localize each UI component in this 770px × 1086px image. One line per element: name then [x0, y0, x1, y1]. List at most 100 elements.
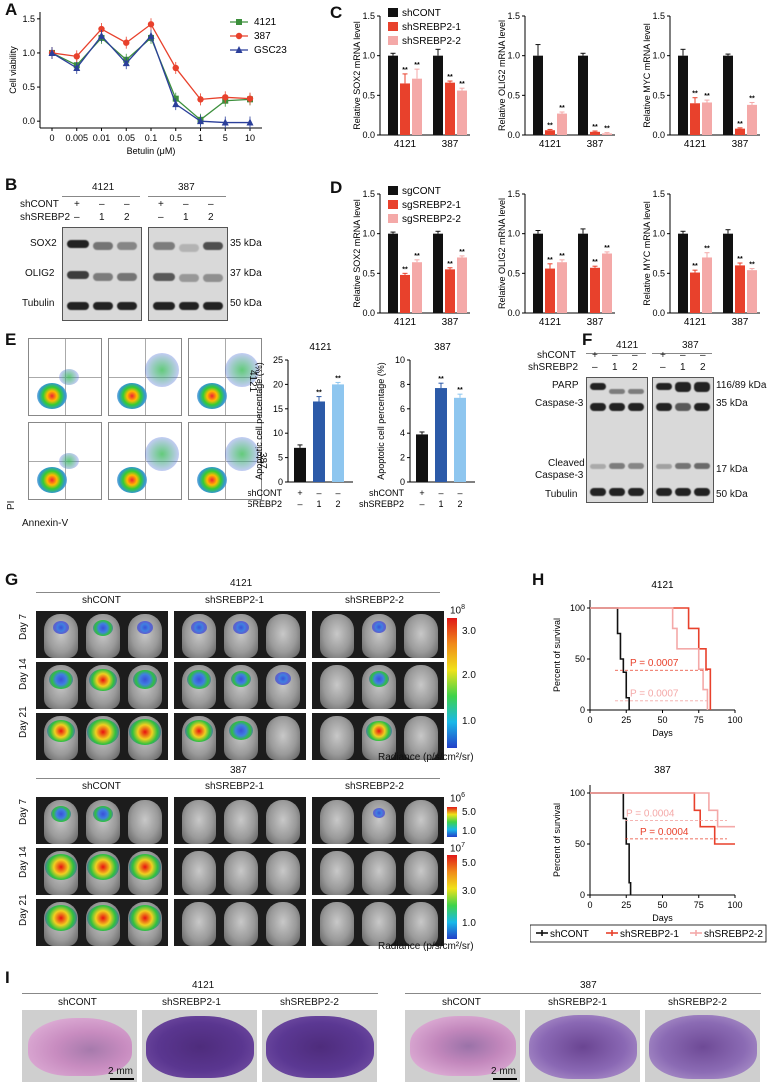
bar-xtick: 387 [587, 317, 604, 328]
g-top-shsrebp2-2: shSREBP2-2 [345, 595, 404, 606]
bar-ytick: 0.0 [652, 130, 665, 140]
lane-b1-minus: – [74, 212, 80, 223]
g-bot-day21: Day 21 [18, 894, 29, 926]
e-bar [416, 434, 428, 482]
imaging-panel [36, 662, 168, 709]
h-xtick: 75 [694, 715, 704, 725]
mouse [404, 800, 438, 844]
h-xtick: 100 [727, 900, 742, 910]
e-bar [294, 447, 306, 482]
a-ytick: 0.5 [22, 82, 35, 92]
e-ytick: 0 [278, 477, 283, 487]
bar-shSREBP2-1-387 [735, 128, 745, 135]
mouse [404, 614, 438, 658]
bar-ytick: 0.5 [652, 268, 665, 278]
bar-ytick: 1.0 [362, 51, 375, 61]
bar-sgSREBP2-2-4121 [412, 262, 422, 313]
h-curve-shCONT [590, 607, 630, 710]
imaging-panel [312, 662, 444, 709]
bar-ylabel: Relative SOX2 mRNA level [352, 199, 362, 308]
h-ylabel: Percent of survival [552, 618, 562, 692]
a-xtick: 0.5 [169, 133, 182, 143]
e-ytick: 15 [273, 404, 283, 414]
i-left-cell: 4121 [192, 980, 215, 991]
blot-f-cell-4121: 4121 [616, 340, 639, 351]
bioluminescence-signal [229, 721, 253, 741]
a-point [147, 31, 155, 39]
a-ytick: 1.0 [22, 48, 35, 58]
e-lane: – [438, 488, 443, 498]
flow-plot [188, 338, 262, 416]
panel-letter-c: C [330, 3, 343, 22]
bar-sig: ** [447, 74, 453, 81]
a-legend-marker [235, 32, 243, 40]
bar-sgSREBP2-1-4121 [545, 268, 555, 313]
bar-sgSREBP2-1-387 [445, 269, 455, 313]
blot-f-4121 [586, 377, 648, 503]
e-lane: + [297, 488, 302, 498]
panel-letter-f: F [582, 330, 593, 349]
mouse [224, 902, 258, 946]
bar-shSREBP2-2-4121 [412, 78, 422, 135]
bar-ylabel: Relative MYC mRNA level [642, 23, 652, 128]
panel-letter-d: D [330, 178, 343, 197]
imaging-panel [174, 662, 306, 709]
bioluminescence-signal [191, 621, 207, 634]
h-legend-shSREBP2-2: shSREBP2-2 [704, 929, 763, 940]
bioluminescence-signal [93, 620, 113, 636]
a-point [48, 48, 56, 56]
i-right-cell: 387 [580, 980, 597, 991]
h-pvalue-2: P = 0.0007 [630, 689, 679, 700]
g-top-shsrebp2-1: shSREBP2-1 [205, 595, 264, 606]
legend-swatch [388, 186, 398, 195]
bar-shSREBP2-2-4121 [702, 102, 712, 135]
bioluminescence-signal [93, 806, 113, 822]
mouse [320, 800, 354, 844]
imaging-panel [174, 899, 306, 946]
panel-letter-b: B [5, 175, 18, 194]
bar-sig: ** [692, 263, 698, 270]
bioluminescence-signal [233, 621, 249, 634]
g-bot-shsrebp2-2: shSREBP2-2 [345, 781, 404, 792]
a-legend-387: 387 [254, 31, 271, 42]
bioluminescence-signal [275, 672, 291, 685]
a-point [123, 39, 130, 46]
bioluminescence-signal [373, 808, 385, 818]
e-lane: – [316, 488, 321, 498]
a-point [73, 63, 81, 71]
imaging-panel [36, 713, 168, 760]
bar-sig: ** [737, 256, 743, 263]
mouse [224, 851, 258, 895]
bioluminescence-signal [366, 720, 392, 742]
e-ytick: 0 [400, 477, 405, 487]
g-bot-colorbar-1 [447, 807, 457, 837]
e-bar [435, 388, 447, 482]
legend-shSREBP2-2: shSREBP2-2 [402, 36, 461, 47]
blot-b-row-shcont: shCONT [20, 199, 59, 210]
legend-sgSREBP2-2: sgSREBP2-2 [402, 214, 461, 225]
h-xtick: 0 [587, 715, 592, 725]
kda-50: 50 kDa [230, 298, 262, 309]
kda-f-35: 35 kDa [716, 398, 748, 409]
bioluminescence-signal [89, 669, 117, 692]
protein-cleaved-caspase3: Caspase-3 [535, 470, 584, 481]
legend-swatch [388, 36, 398, 45]
h-ytick: 100 [570, 788, 585, 798]
mouse [404, 716, 438, 760]
bar-sgCONT-387 [578, 233, 588, 313]
bioluminescence-signal [137, 621, 153, 634]
blot-f-row-shsrebp2: shSREBP2 [528, 362, 579, 373]
bar-sgSREBP2-2-387 [602, 253, 612, 313]
a-xtick: 0 [49, 133, 54, 143]
h-legend-box [530, 924, 767, 943]
bioluminescence-signal [231, 671, 251, 687]
lane-b2-minus: – [99, 199, 105, 210]
bar-ytick: 0.5 [507, 268, 520, 278]
bar-ytick: 0.5 [362, 90, 375, 100]
h-xtick: 25 [621, 715, 631, 725]
bar-shSREBP2-2-387 [457, 90, 467, 135]
flow-axis-pi: PI [6, 500, 17, 510]
bar-ytick: 0.5 [362, 268, 375, 278]
a-point [246, 118, 254, 126]
h-ytick: 50 [575, 839, 585, 849]
